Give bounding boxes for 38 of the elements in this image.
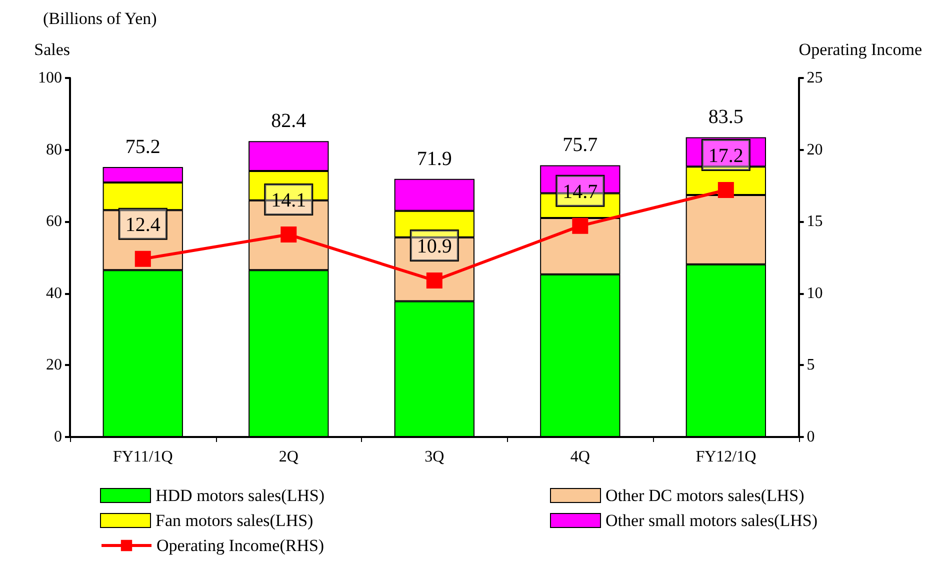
legend-label: Other DC motors sales(LHS)	[606, 486, 804, 505]
y-tick-label: 100	[38, 70, 62, 86]
point	[134, 250, 151, 267]
point	[280, 226, 297, 243]
total-label: 71.9	[416, 148, 452, 170]
y2-tick-label: 5	[806, 356, 815, 374]
chart-title: (Billions of Yen)	[43, 9, 157, 28]
legend-label: Operating Income(RHS)	[156, 536, 324, 555]
x-tick-label: 2Q	[278, 448, 299, 466]
y2-tick-label: 25	[806, 70, 823, 86]
data-label: 17.2	[708, 145, 744, 168]
point	[572, 218, 588, 234]
point	[426, 272, 442, 288]
y-tick-label: 0	[54, 428, 62, 446]
total-label: 75.7	[562, 134, 598, 156]
y2-tick-label: 10	[806, 284, 823, 302]
y-tick-label: 80	[46, 141, 62, 158]
y2-tick-label: 15	[806, 213, 823, 230]
data-label: 10.9	[416, 235, 452, 258]
point	[718, 182, 734, 198]
total-label: 75.2	[125, 136, 160, 158]
data-label: 12.4	[125, 214, 160, 236]
y-tick-label: 20	[46, 356, 62, 374]
y2-tick-label: 0	[806, 428, 815, 446]
x-tick-label: 4Q	[570, 448, 590, 466]
y2-tick-label: 20	[806, 141, 823, 158]
x-tick-label: 3Q	[424, 448, 445, 466]
y-axis-title: Sales	[34, 40, 70, 59]
legend-label: Other small motors sales(LHS)	[606, 511, 818, 530]
legend-label: Fan motors sales(LHS)	[156, 511, 314, 530]
total-label: 83.5	[708, 106, 744, 128]
y-tick-label: 60	[46, 213, 62, 230]
legend-label: HDD motors sales(LHS)	[156, 486, 325, 505]
x-tick-label: FY11/1Q	[112, 448, 174, 466]
total-label: 82.4	[271, 110, 306, 132]
y-tick-label: 40	[46, 284, 62, 302]
y2-axis-title: Operating Income	[798, 40, 922, 59]
x-tick-label: FY12/1Q	[696, 448, 757, 466]
